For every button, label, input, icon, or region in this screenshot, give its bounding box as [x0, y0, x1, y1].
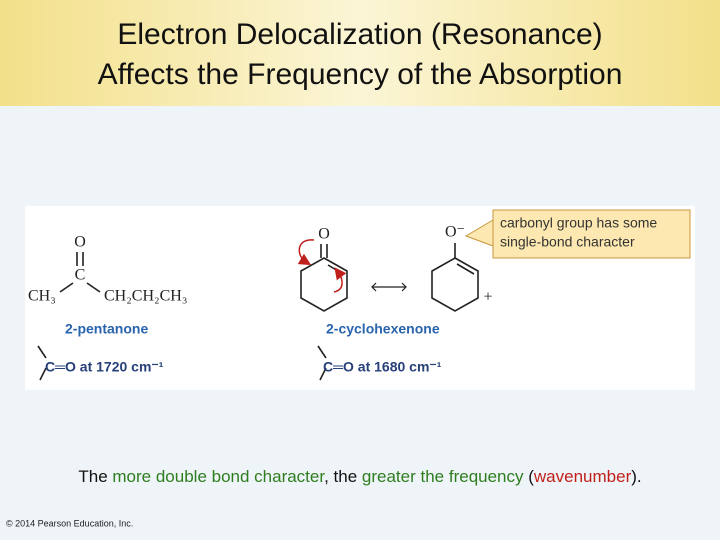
resonance-arrow	[371, 282, 407, 292]
charge: +	[483, 289, 492, 306]
callout-text: carbonyl group has some	[500, 215, 657, 231]
title: Affects the Frequency of the Absorption	[98, 58, 623, 91]
arrow	[297, 239, 315, 266]
bond	[59, 282, 74, 293]
callout-text: single-bond character	[500, 234, 635, 250]
ring	[300, 257, 348, 312]
callout-box	[492, 209, 691, 259]
callout-pointer	[464, 219, 494, 247]
arrow	[333, 267, 347, 293]
caption-segment: ).	[631, 467, 641, 486]
atom: C	[75, 267, 86, 284]
stretch-label: C═O at 1720 cm⁻¹	[45, 359, 164, 375]
title-band	[0, 0, 720, 106]
atom: O	[318, 226, 330, 243]
caption-segment: , the	[324, 467, 362, 486]
bond	[86, 282, 101, 293]
group: CH₂CH₂CH₃	[104, 288, 187, 305]
caption-segment: wavenumber	[533, 467, 632, 486]
caption-segment: more double bond character	[112, 467, 325, 486]
group: CH₃	[28, 288, 56, 305]
copyright: © 2014 Pearson Education, Inc.	[6, 518, 133, 528]
bond	[456, 263, 475, 275]
caption: The more double bond character, the grea…	[78, 467, 641, 486]
compound-name: 2-cyclohexenone	[326, 321, 440, 337]
atom: O	[74, 234, 86, 251]
caption-segment: (	[524, 467, 535, 486]
stretch-label: C═O at 1680 cm⁻¹	[323, 359, 442, 375]
wavy-bond	[37, 345, 47, 381]
figure: O C CH₃ CH₂CH₂CH₃ 2-pentanone C═O at 172…	[25, 206, 695, 390]
title: Electron Delocalization (Resonance)	[117, 18, 602, 51]
ring	[431, 257, 479, 312]
wavy-bond	[317, 345, 327, 381]
atom: O⁻	[445, 224, 465, 241]
caption-segment: The	[78, 467, 112, 486]
compound-name: 2-pentanone	[65, 321, 148, 337]
caption-segment: greater the frequency	[362, 467, 524, 486]
